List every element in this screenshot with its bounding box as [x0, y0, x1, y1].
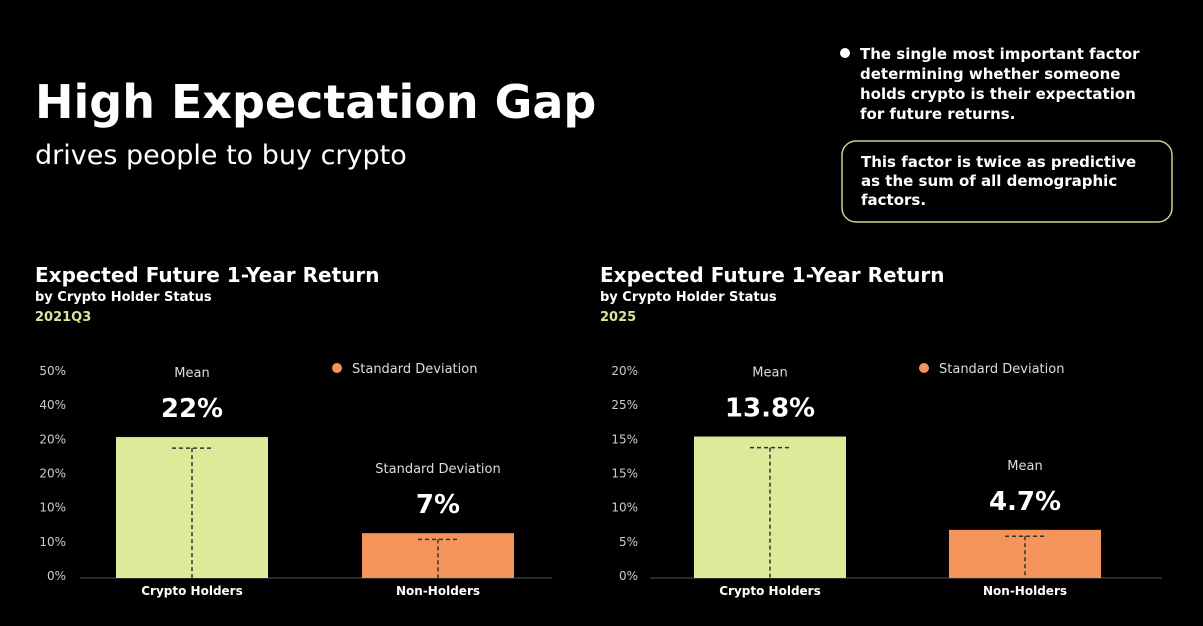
category-label: Non-Holders: [983, 584, 1067, 598]
chart-subtitle: by Crypto Holder Status: [600, 290, 777, 305]
axis-label: 20%: [39, 467, 66, 481]
bar-caption: Mean: [174, 366, 209, 381]
category-label: Non-Holders: [396, 584, 480, 598]
axis-label: 15%: [611, 432, 638, 446]
bullet-text: The single most important factor: [860, 45, 1140, 63]
value-label: 13.8%: [725, 394, 815, 424]
legend-text: Standard Deviation: [352, 362, 477, 377]
category-label: Crypto Holders: [719, 584, 820, 598]
axis-label: 10%: [39, 535, 66, 549]
value-label: 4.7%: [989, 487, 1061, 517]
legend-text: Standard Deviation: [939, 362, 1064, 377]
chart-period: 2021Q3: [35, 310, 91, 325]
callout-text: as the sum of all demographic: [861, 172, 1117, 190]
callout-text: This factor is twice as predictive: [861, 153, 1136, 171]
axis-label: 0%: [47, 569, 66, 583]
callout-box: [841, 140, 1173, 223]
chart-title: Expected Future 1-Year Return: [600, 263, 944, 287]
axis-label: 5%: [619, 535, 638, 549]
value-label: 7%: [416, 490, 460, 520]
axis-label: 40%: [39, 398, 66, 412]
bar-caption: Mean: [1007, 459, 1042, 474]
chart-period: 2025: [600, 310, 636, 325]
category-label: Crypto Holders: [141, 584, 242, 598]
bullet-dot: [840, 48, 850, 58]
bar-caption: Standard Deviation: [375, 462, 500, 477]
chart-title: Expected Future 1-Year Return: [35, 263, 379, 287]
legend-dot: [919, 363, 929, 373]
axis-label: 25%: [611, 398, 638, 412]
chart-subtitle: by Crypto Holder Status: [35, 290, 212, 305]
bullet-text: determining whether someone: [860, 65, 1120, 83]
axis-label: 0%: [619, 569, 638, 583]
bullet-text: for future returns.: [860, 105, 1015, 123]
axis-label: 10%: [611, 501, 638, 515]
axis-label: 50%: [39, 364, 66, 378]
title: High Expectation Gap: [35, 75, 596, 129]
bullet-text: holds crypto is their expectation: [860, 85, 1136, 103]
axis-label: 15%: [611, 467, 638, 481]
value-label: 22%: [161, 394, 223, 424]
subtitle: drives people to buy crypto: [35, 140, 407, 171]
legend-dot: [332, 363, 342, 373]
axis-label: 20%: [611, 364, 638, 378]
bar-caption: Mean: [752, 366, 787, 381]
axis-label: 20%: [39, 432, 66, 446]
axis-label: 10%: [39, 501, 66, 515]
callout-text: factors.: [861, 191, 926, 209]
